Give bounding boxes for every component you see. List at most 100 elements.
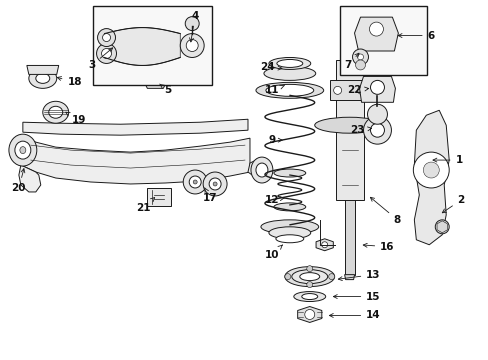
Ellipse shape	[264, 67, 315, 80]
Circle shape	[185, 17, 199, 31]
Text: 23: 23	[349, 125, 371, 135]
Ellipse shape	[9, 134, 37, 166]
Circle shape	[102, 33, 110, 41]
Ellipse shape	[265, 84, 313, 96]
Polygon shape	[359, 76, 395, 102]
Ellipse shape	[15, 141, 31, 159]
Circle shape	[306, 266, 312, 272]
Text: 17: 17	[203, 188, 217, 203]
Polygon shape	[104, 28, 180, 66]
Ellipse shape	[151, 78, 159, 84]
Ellipse shape	[291, 270, 327, 284]
Circle shape	[183, 170, 207, 194]
Bar	[329, 80, 369, 100]
Text: 6: 6	[397, 31, 434, 41]
Text: 18: 18	[57, 77, 82, 87]
Ellipse shape	[29, 68, 57, 88]
Ellipse shape	[314, 117, 384, 133]
Ellipse shape	[20, 147, 26, 154]
Circle shape	[203, 172, 226, 196]
Ellipse shape	[285, 267, 334, 287]
Circle shape	[209, 178, 221, 190]
Ellipse shape	[273, 203, 305, 211]
Ellipse shape	[261, 220, 318, 234]
Polygon shape	[143, 75, 167, 88]
Ellipse shape	[275, 235, 303, 243]
Text: 1: 1	[432, 155, 462, 165]
Text: 5: 5	[159, 84, 172, 95]
Ellipse shape	[255, 163, 267, 177]
Text: 13: 13	[338, 270, 380, 280]
Circle shape	[189, 176, 201, 188]
Text: 21: 21	[136, 198, 154, 213]
Ellipse shape	[49, 106, 62, 118]
Circle shape	[369, 22, 383, 36]
Text: 4: 4	[189, 11, 199, 42]
Text: 8: 8	[369, 197, 400, 225]
Bar	[339, 6, 427, 75]
Circle shape	[333, 86, 341, 94]
Circle shape	[304, 310, 314, 319]
Text: 24: 24	[260, 62, 282, 72]
Ellipse shape	[42, 101, 68, 123]
Polygon shape	[21, 135, 249, 184]
Polygon shape	[247, 160, 269, 180]
Ellipse shape	[268, 227, 310, 239]
Circle shape	[352, 49, 368, 65]
Circle shape	[186, 40, 198, 51]
Polygon shape	[23, 119, 247, 135]
Circle shape	[306, 282, 312, 288]
Circle shape	[213, 182, 217, 186]
Circle shape	[355, 60, 365, 70]
Text: 22: 22	[346, 85, 368, 95]
Circle shape	[367, 104, 386, 124]
Ellipse shape	[36, 73, 50, 84]
Circle shape	[285, 274, 290, 280]
Text: 9: 9	[268, 135, 282, 145]
Circle shape	[180, 33, 203, 58]
Bar	[344, 195, 354, 275]
Polygon shape	[27, 66, 59, 75]
Text: 20: 20	[12, 168, 26, 193]
Ellipse shape	[268, 58, 310, 69]
Circle shape	[328, 274, 334, 280]
Circle shape	[193, 180, 197, 184]
Text: 19: 19	[66, 112, 86, 125]
Circle shape	[363, 116, 390, 144]
Circle shape	[412, 152, 448, 188]
Ellipse shape	[276, 59, 302, 67]
Ellipse shape	[273, 169, 305, 177]
Polygon shape	[354, 17, 398, 51]
Circle shape	[321, 242, 327, 248]
Circle shape	[96, 44, 116, 63]
Polygon shape	[315, 239, 333, 251]
Bar	[92, 6, 212, 85]
Text: 12: 12	[264, 195, 284, 205]
Circle shape	[98, 28, 115, 46]
Circle shape	[102, 49, 111, 58]
Circle shape	[370, 80, 384, 94]
Text: 10: 10	[264, 245, 282, 260]
Polygon shape	[413, 110, 448, 245]
Ellipse shape	[250, 157, 272, 183]
Polygon shape	[436, 221, 447, 233]
Polygon shape	[344, 275, 354, 280]
Bar	[335, 60, 363, 200]
Circle shape	[357, 54, 363, 60]
Circle shape	[357, 86, 365, 94]
Text: 7: 7	[343, 53, 358, 71]
Text: 2: 2	[442, 195, 464, 213]
Ellipse shape	[299, 273, 319, 280]
Polygon shape	[297, 306, 321, 323]
Ellipse shape	[293, 292, 325, 302]
FancyBboxPatch shape	[147, 188, 171, 206]
Circle shape	[423, 162, 438, 178]
Text: 16: 16	[363, 242, 394, 252]
Ellipse shape	[255, 82, 323, 98]
Text: 15: 15	[333, 292, 380, 302]
Text: 11: 11	[264, 85, 284, 95]
Text: 3: 3	[88, 48, 112, 71]
Circle shape	[434, 220, 448, 234]
Polygon shape	[19, 165, 41, 192]
Circle shape	[370, 123, 384, 137]
